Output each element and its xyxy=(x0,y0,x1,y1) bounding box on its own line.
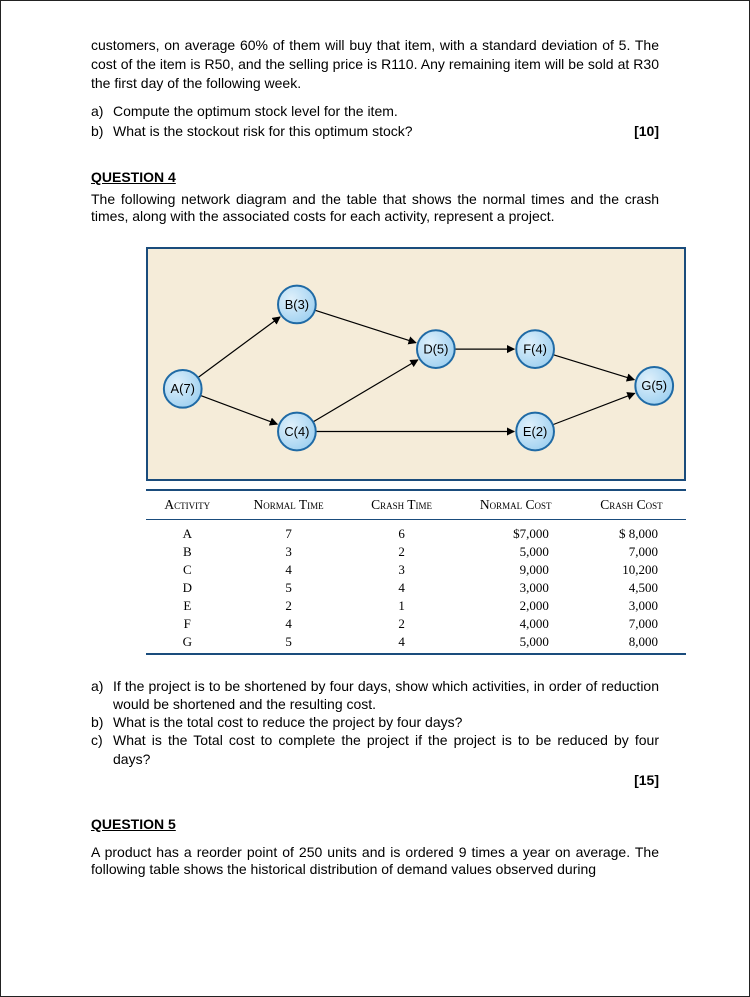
cell: 3 xyxy=(349,561,455,579)
col-header: Normal Cost xyxy=(454,490,576,520)
activity-table: ActivityNormal TimeCrash TimeNormal Cost… xyxy=(146,489,686,655)
cell: 3,000 xyxy=(454,579,576,597)
table-row: A76$7,000$ 8,000 xyxy=(146,519,686,543)
cell: 2,000 xyxy=(454,597,576,615)
cell: 6 xyxy=(349,519,455,543)
cell: 7,000 xyxy=(577,615,686,633)
intro-b: What is the stockout risk for this optim… xyxy=(113,121,413,141)
intro-paragraph: customers, on average 60% of them will b… xyxy=(91,36,659,93)
cell: 8,000 xyxy=(577,633,686,651)
cell: 5 xyxy=(229,633,349,651)
cell: 7,000 xyxy=(577,543,686,561)
cell: 10,200 xyxy=(577,561,686,579)
q4-subquestions: a) If the project is to be shortened by … xyxy=(91,677,659,768)
edge-B-D xyxy=(315,310,416,343)
document-page: customers, on average 60% of them will b… xyxy=(0,0,750,997)
cell: $ 8,000 xyxy=(577,519,686,543)
cell: C xyxy=(146,561,229,579)
edge-A-C xyxy=(200,395,277,424)
cell: 4 xyxy=(349,633,455,651)
q5-desc: A product has a reorder point of 250 uni… xyxy=(91,844,659,878)
cell: 3,000 xyxy=(577,597,686,615)
table-row: E212,0003,000 xyxy=(146,597,686,615)
node-label-B: B(3) xyxy=(285,297,309,312)
edge-F-G xyxy=(553,355,634,380)
q4-desc: The following network diagram and the ta… xyxy=(91,191,659,225)
cell: E xyxy=(146,597,229,615)
cell: F xyxy=(146,615,229,633)
cell: G xyxy=(146,633,229,651)
table-row: C439,00010,200 xyxy=(146,561,686,579)
node-label-C: C(4) xyxy=(284,424,309,439)
cell: 5,000 xyxy=(454,543,576,561)
cell: 4,500 xyxy=(577,579,686,597)
edge-A-B xyxy=(198,317,280,378)
intro-questions: a) Compute the optimum stock level for t… xyxy=(91,101,659,142)
col-header: Crash Time xyxy=(349,490,455,520)
cell: 4 xyxy=(229,615,349,633)
cell: $7,000 xyxy=(454,519,576,543)
cell: D xyxy=(146,579,229,597)
network-diagram: A(7) B(3) C(4) D(5) E(2) F(4) G(5) xyxy=(146,247,686,481)
label-a: a) xyxy=(91,677,113,713)
cell: 5 xyxy=(229,579,349,597)
intro-marks: [10] xyxy=(614,121,659,141)
cell: 4 xyxy=(229,561,349,579)
label-b: b) xyxy=(91,713,113,731)
cell: 9,000 xyxy=(454,561,576,579)
cell: 4,000 xyxy=(454,615,576,633)
q4-a: If the project is to be shortened by fou… xyxy=(113,677,659,713)
cell: 3 xyxy=(229,543,349,561)
label-c: c) xyxy=(91,731,113,767)
label-b: b) xyxy=(91,121,113,141)
edge-C-D xyxy=(313,360,418,422)
cell: A xyxy=(146,519,229,543)
node-label-G: G(5) xyxy=(641,378,667,393)
node-label-E: E(2) xyxy=(523,424,547,439)
col-header: Normal Time xyxy=(229,490,349,520)
q4-b: What is the total cost to reduce the pro… xyxy=(113,713,659,731)
cell: 2 xyxy=(349,615,455,633)
edge-E-G xyxy=(553,393,635,424)
diagram-svg: A(7) B(3) C(4) D(5) E(2) F(4) G(5) xyxy=(148,249,684,479)
intro-b-row: What is the stockout risk for this optim… xyxy=(113,121,659,141)
node-label-F: F(4) xyxy=(523,341,547,356)
col-header: Crash Cost xyxy=(577,490,686,520)
node-label-A: A(7) xyxy=(171,381,195,396)
table-row: G545,0008,000 xyxy=(146,633,686,651)
cell: 7 xyxy=(229,519,349,543)
q4-marks: [15] xyxy=(91,772,659,788)
table-row: B325,0007,000 xyxy=(146,543,686,561)
cell: 2 xyxy=(349,543,455,561)
cell: B xyxy=(146,543,229,561)
intro-a: Compute the optimum stock level for the … xyxy=(113,101,659,121)
cell: 1 xyxy=(349,597,455,615)
table-row: F424,0007,000 xyxy=(146,615,686,633)
activity-data-table: ActivityNormal TimeCrash TimeNormal Cost… xyxy=(146,489,686,651)
q4-c: What is the Total cost to complete the p… xyxy=(113,731,659,767)
cell: 4 xyxy=(349,579,455,597)
q5-heading: QUESTION 5 xyxy=(91,816,659,832)
table-row: D543,0004,500 xyxy=(146,579,686,597)
col-header: Activity xyxy=(146,490,229,520)
label-a: a) xyxy=(91,101,113,121)
q4-heading: QUESTION 4 xyxy=(91,169,659,185)
cell: 5,000 xyxy=(454,633,576,651)
node-label-D: D(5) xyxy=(423,341,448,356)
cell: 2 xyxy=(229,597,349,615)
